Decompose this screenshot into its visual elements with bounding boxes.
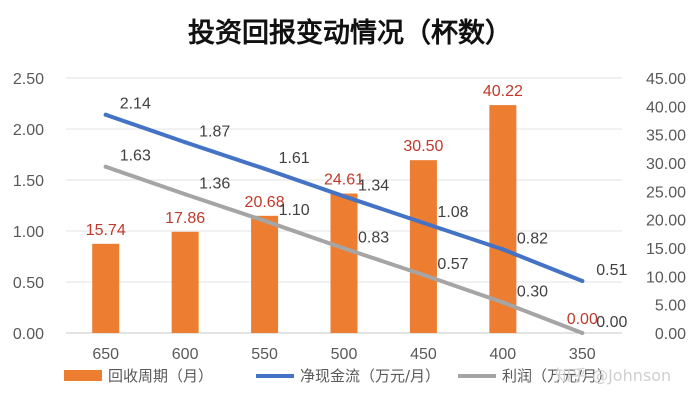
bar xyxy=(330,193,358,333)
line-value-label: 0.57 xyxy=(437,256,468,273)
left-tick-label: 2.00 xyxy=(13,122,44,139)
line-value-label: 0.51 xyxy=(596,262,627,279)
line-value-label: 1.10 xyxy=(279,202,310,219)
line-point xyxy=(500,300,505,305)
bar xyxy=(171,231,199,333)
line-value-label: 0.00 xyxy=(596,314,627,331)
legend-label: 回收周期（月） xyxy=(108,367,213,385)
left-tick-label: 0.00 xyxy=(13,326,44,343)
line-value-label: 2.14 xyxy=(120,96,151,113)
legend-label: 净现金流（万元/月） xyxy=(300,367,440,385)
x-tick-label: 600 xyxy=(172,346,199,363)
right-tick-label: 5.00 xyxy=(655,298,686,315)
right-tick-label: 20.00 xyxy=(646,213,686,230)
line-value-label: 1.61 xyxy=(279,150,310,167)
left-tick-label: 1.00 xyxy=(13,224,44,241)
bar xyxy=(489,105,517,333)
line-point xyxy=(183,140,188,145)
line-point xyxy=(262,166,267,171)
line-point xyxy=(262,218,267,223)
line-value-label: 1.87 xyxy=(199,123,230,140)
line-value-label: 0.82 xyxy=(517,230,548,247)
line-value-label: 0.83 xyxy=(358,229,389,246)
bar xyxy=(251,215,279,333)
right-tick-label: 15.00 xyxy=(646,241,686,258)
left-tick-label: 1.50 xyxy=(13,173,44,190)
x-tick-label: 400 xyxy=(490,346,517,363)
left-tick-label: 0.50 xyxy=(13,275,44,292)
line-value-label: 1.34 xyxy=(358,177,389,194)
line-point xyxy=(342,194,346,199)
right-tick-label: 40.00 xyxy=(646,99,686,116)
line-series xyxy=(103,112,585,335)
bar xyxy=(409,160,437,333)
right-tick-label: 35.00 xyxy=(646,128,686,145)
legend: 回收周期（月） 净现金流（万元/月） 利润（万元/月） xyxy=(64,367,612,385)
right-axis: 0.00 5.00 10.00 15.00 20.00 25.00 30.00 35.00 40… xyxy=(646,71,686,343)
line-point xyxy=(103,164,108,169)
left-axis: 0.00 0.50 1.00 1.50 2.00 2.50 xyxy=(13,71,44,343)
left-tick-label: 2.50 xyxy=(13,71,44,88)
line-point xyxy=(183,192,188,197)
x-tick-label: 500 xyxy=(331,346,358,363)
right-tick-label: 45.00 xyxy=(646,71,686,88)
line-point xyxy=(580,331,585,335)
legend-label: 利润（万元/月） xyxy=(502,367,612,385)
line-point xyxy=(421,272,426,277)
line-value-label: 1.36 xyxy=(199,175,230,192)
x-tick-label: 350 xyxy=(569,346,596,363)
x-tick-label: 650 xyxy=(92,346,119,363)
bar-value-label: 24.61 xyxy=(324,172,364,189)
x-tick-label: 450 xyxy=(410,346,437,363)
bar-value-label: 15.74 xyxy=(86,222,126,239)
right-tick-label: 0.00 xyxy=(655,326,686,343)
bar-value-label: 40.22 xyxy=(483,83,523,100)
bar-value-label: 30.50 xyxy=(403,138,443,155)
bar-value-label: 20.68 xyxy=(245,194,285,211)
line-value-label: 0.30 xyxy=(517,283,548,300)
right-tick-label: 25.00 xyxy=(646,184,686,201)
x-tick-label: 550 xyxy=(251,346,278,363)
line-point xyxy=(500,247,505,252)
bar-series xyxy=(92,105,517,333)
legend-swatch-bar xyxy=(64,370,102,381)
right-tick-label: 30.00 xyxy=(646,156,686,173)
bar xyxy=(92,243,120,333)
bar-value-label: 17.86 xyxy=(165,210,205,227)
bar-value-label: 0.00 xyxy=(567,311,598,328)
line-point xyxy=(421,220,426,225)
x-axis: 650 600 550 500 450 400 350 xyxy=(92,346,595,363)
right-tick-label: 10.00 xyxy=(646,269,686,286)
chart-title: 投资回报变动情况（杯数） xyxy=(188,17,512,49)
line-point xyxy=(342,246,346,251)
line-point xyxy=(580,278,585,283)
line-point xyxy=(103,112,108,117)
line-value-label: 1.08 xyxy=(437,204,468,221)
line-value-label: 1.63 xyxy=(120,148,151,165)
data-labels: 15.74 17.86 20.68 24.61 30.50 40.22 0.00 2.14 1.… xyxy=(86,83,628,331)
watermark: 知乎 @Johnson xyxy=(555,366,671,385)
